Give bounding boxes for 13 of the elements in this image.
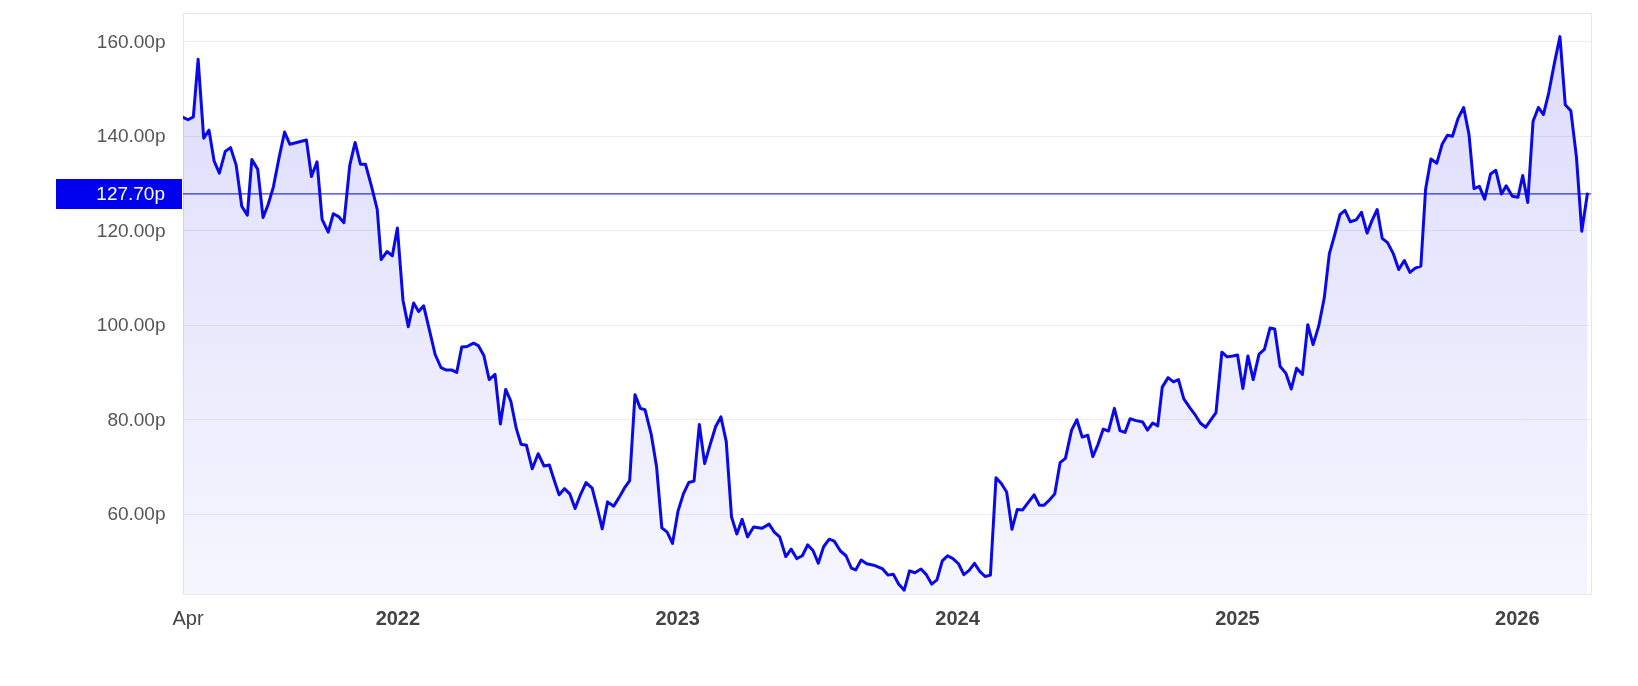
y-tick-label: 160.00p	[96, 30, 166, 52]
x-tick-label: Apr	[172, 606, 204, 629]
y-tick-label: 100.00p	[96, 314, 166, 336]
ref-line-label: 127.70p	[96, 182, 165, 204]
y-tick-label: 80.00p	[107, 408, 166, 430]
x-tick-label: 2022	[375, 606, 421, 629]
y-tick-label: 120.00p	[96, 219, 166, 241]
x-tick-label: 2025	[1215, 606, 1260, 629]
x-tick-label: 2024	[935, 606, 981, 629]
y-tick-label: 60.00p	[107, 503, 166, 525]
x-tick-label: 2023	[655, 606, 700, 629]
y-tick-label: 140.00p	[96, 125, 166, 147]
x-tick-label: 2026	[1495, 606, 1540, 629]
